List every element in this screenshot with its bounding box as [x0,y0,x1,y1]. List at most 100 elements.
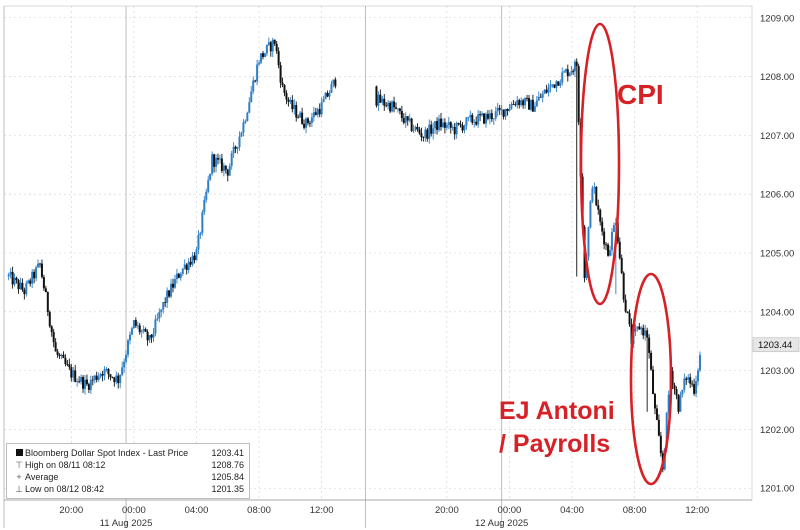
candle-body [91,379,94,381]
candle-body [107,368,110,375]
candle-body [671,370,674,386]
candle-body [559,82,562,86]
candle-body [138,325,141,333]
average-marker-icon: + [16,472,22,482]
candle-body [64,358,67,365]
candle-body [488,113,491,119]
candle-body [667,394,670,414]
candle-body [263,53,266,57]
candle-body [457,123,460,125]
candle-body [469,115,472,118]
candle-body [443,122,446,128]
candle-body [332,79,335,84]
candle-body [683,378,686,390]
candle-body [289,99,292,102]
candle-body [436,121,439,130]
candle-body [387,102,390,107]
candle-body [324,92,327,100]
candle-body [426,129,429,139]
candle-body [422,137,425,138]
candle-body [125,354,128,362]
candle-body [305,118,308,128]
candle-body [506,109,509,111]
candle-body [60,354,63,357]
candle-body [234,146,237,149]
candle-body [144,329,147,332]
candle-body [565,69,568,72]
candle-swatch-icon [13,448,25,458]
cpi-highlight-ellipse [579,22,621,306]
candle-body [23,289,26,295]
candle-body [160,309,163,312]
candle-body [285,93,288,100]
candle-body [230,153,233,167]
candle-body [449,122,452,128]
candle-body [299,112,302,118]
candle-body [533,106,536,112]
legend-row-average: + Average 1205.84 [13,471,244,483]
x-date-label: 12 Aug 2025 [475,518,528,529]
candle-body [308,122,311,124]
candle-body [659,435,662,454]
candle-body [418,129,421,134]
candle-body [68,364,71,368]
candle-body [665,413,668,449]
candle-body [459,124,462,126]
candle-body [498,107,501,110]
y-tick-label: 1203.00 [760,366,794,377]
candle-body [40,263,43,278]
x-tick-label: 04:00 [185,505,209,516]
candle-body [605,244,608,246]
candle-body [638,326,641,330]
candle-body [400,111,403,119]
candle-body [428,124,431,139]
candle-body [518,100,521,106]
x-tick-label: 12:00 [685,505,709,516]
candle-body [504,109,507,117]
legend-average-label: Average [25,472,59,482]
candle-body [689,377,692,384]
candle-body [179,273,182,278]
candle-body [439,118,442,128]
candle-body [238,136,241,147]
candle-body [78,381,81,383]
candle-body [597,205,600,210]
candle-body [402,118,405,123]
candle-body [502,109,505,117]
candle-body [463,125,466,131]
candle-body [412,129,415,131]
candle-body [648,337,651,353]
candle-body [27,280,30,284]
candle-body [547,87,550,93]
candle-body [258,62,261,65]
candle-body [467,117,470,119]
candle-body [545,89,548,93]
candle-body [134,320,137,326]
candle-body [681,389,684,395]
candle-body [603,231,606,245]
candle-body [248,102,251,113]
y-tick-label: 1202.00 [760,425,794,436]
candle-body [383,98,386,106]
candle-body [408,118,411,121]
candle-body [636,326,639,329]
candle-body [256,64,259,82]
candle-body [398,108,401,112]
candle-body [33,271,36,279]
candle-body [312,112,315,118]
candle-body [445,124,448,128]
candle-body [404,116,407,123]
candle-body [471,115,474,123]
candle-body [608,250,611,256]
candle-body [595,187,598,206]
candle-body [531,99,534,112]
candle-body [529,99,532,110]
candle-body [628,313,631,325]
candle-body [612,225,615,233]
x-tick-label: 12:00 [310,505,334,516]
candle-body [177,273,180,278]
candle-body [675,388,678,396]
candle-body [687,377,690,380]
candle-body [551,84,554,86]
